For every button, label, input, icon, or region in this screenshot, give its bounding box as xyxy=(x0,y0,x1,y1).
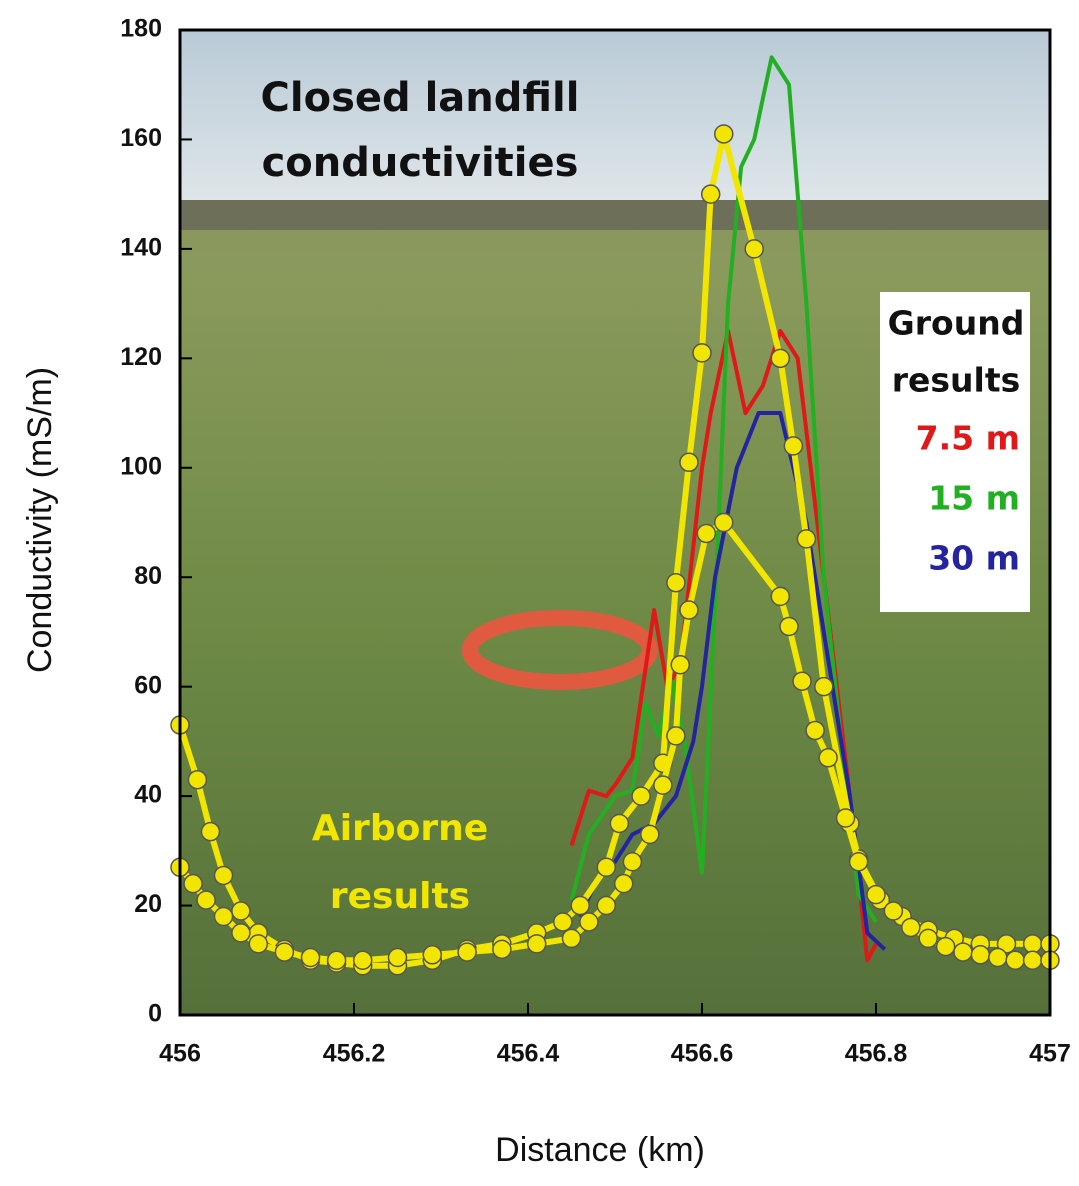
x-axis-title: Distance (km) xyxy=(495,1131,705,1169)
marker xyxy=(988,947,1008,968)
x-tick-label: 457 xyxy=(1029,1040,1071,1068)
y-tick-label: 100 xyxy=(120,452,162,480)
marker xyxy=(352,950,373,971)
marker xyxy=(1022,950,1043,971)
y-tick-label: 160 xyxy=(120,124,162,152)
marker xyxy=(596,857,617,877)
marker xyxy=(213,865,234,886)
plot-frame xyxy=(178,28,1052,1017)
marker xyxy=(274,942,295,962)
marker xyxy=(231,901,251,921)
legend-entry: 15 m xyxy=(928,479,1020,518)
plot-area xyxy=(170,55,1060,976)
marker xyxy=(996,934,1017,954)
marker xyxy=(679,600,699,620)
marker xyxy=(183,873,203,894)
marker xyxy=(1005,950,1025,971)
x-tick-label: 456.2 xyxy=(323,1040,386,1068)
marker xyxy=(835,808,856,828)
series-line xyxy=(578,411,887,951)
x-tick-label: 456.6 xyxy=(671,1040,734,1068)
marker xyxy=(770,586,791,607)
marker xyxy=(692,343,712,363)
marker xyxy=(918,928,938,949)
marker xyxy=(814,676,834,697)
annotation: Closed landfill xyxy=(261,75,580,121)
marker xyxy=(213,906,234,927)
marker xyxy=(1022,934,1043,954)
marker xyxy=(200,821,221,842)
marker xyxy=(579,912,599,932)
marker xyxy=(492,939,512,960)
legend-box xyxy=(880,292,1030,612)
marker xyxy=(818,748,838,768)
y-tick-label: 60 xyxy=(134,671,162,699)
marker xyxy=(670,655,690,675)
marker xyxy=(953,942,973,962)
marker xyxy=(631,786,651,806)
marker xyxy=(935,936,956,957)
annotation: results xyxy=(330,876,470,917)
x-tick-label: 456 xyxy=(159,1040,201,1068)
marker xyxy=(714,512,734,533)
marker xyxy=(744,239,764,259)
marker xyxy=(187,769,208,790)
marker xyxy=(783,436,804,456)
marker xyxy=(526,934,547,954)
marker xyxy=(779,616,799,637)
marker xyxy=(622,852,643,872)
marker xyxy=(700,184,721,204)
marker xyxy=(300,947,321,968)
marker xyxy=(640,824,660,845)
marker xyxy=(792,671,812,691)
marker xyxy=(613,873,634,894)
marker xyxy=(901,917,921,938)
legend-title: results xyxy=(892,361,1021,400)
marker xyxy=(883,901,904,921)
marker xyxy=(422,945,443,965)
y-tick-label: 120 xyxy=(120,343,162,371)
marker xyxy=(666,572,686,593)
marker xyxy=(609,813,630,834)
y-tick-label: 80 xyxy=(134,562,162,590)
y-tick-label: 20 xyxy=(134,890,162,918)
marker xyxy=(679,452,699,473)
legend-entry: 30 m xyxy=(928,539,1020,578)
y-tick-label: 0 xyxy=(148,1000,162,1028)
marker xyxy=(561,928,582,949)
marker xyxy=(387,947,408,968)
marker xyxy=(866,884,886,905)
marker xyxy=(553,912,573,932)
marker xyxy=(848,852,869,872)
x-tick-label: 456.4 xyxy=(497,1040,560,1068)
marker xyxy=(570,895,590,916)
x-tick-label: 456.8 xyxy=(845,1040,908,1068)
marker xyxy=(796,529,817,549)
marker xyxy=(653,775,673,795)
y-tick-label: 140 xyxy=(120,233,162,261)
marker xyxy=(805,720,825,741)
annotation: Airborne xyxy=(312,808,488,849)
annotation: conductivities xyxy=(262,140,579,186)
y-tick-label: 180 xyxy=(120,15,162,43)
marker xyxy=(666,726,686,746)
y-axis-title: Conductivity (mS/m) xyxy=(21,367,59,673)
marker xyxy=(231,923,251,943)
marker xyxy=(770,348,791,369)
marker xyxy=(248,934,269,954)
y-tick-label: 40 xyxy=(134,781,162,809)
legend-title: Ground xyxy=(888,304,1025,343)
series-line xyxy=(569,55,878,924)
marker xyxy=(196,890,216,910)
marker xyxy=(714,124,734,144)
marker xyxy=(696,523,717,544)
marker xyxy=(596,895,617,916)
marker xyxy=(326,950,347,971)
legend-entry: 7.5 m xyxy=(916,419,1020,458)
marker xyxy=(970,945,991,965)
marker xyxy=(457,942,477,962)
